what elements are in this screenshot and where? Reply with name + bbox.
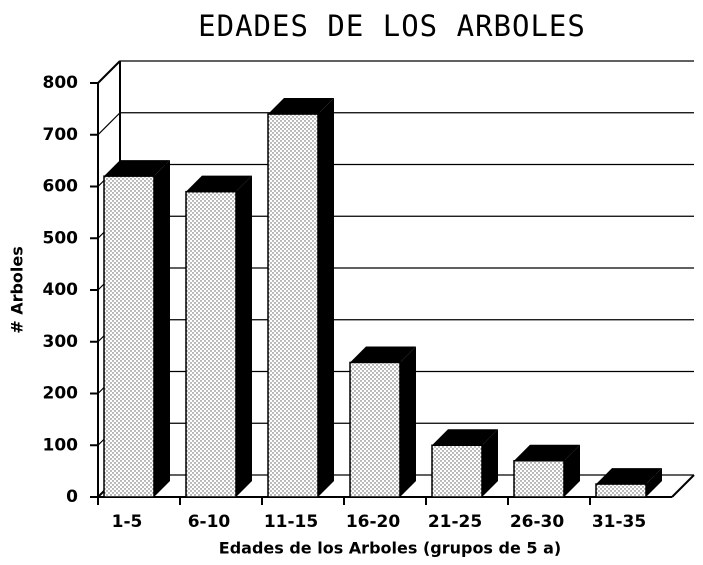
bar — [103, 175, 155, 498]
y-axis-label: # Arboles — [8, 246, 27, 334]
bar-side — [564, 444, 580, 497]
bar-top — [186, 175, 252, 192]
y-tick-label: 600 — [43, 177, 79, 197]
y-tick-label: 300 — [43, 332, 79, 352]
bar — [513, 460, 565, 498]
x-axis-label: Edades de los Arboles (grupos de 5 a) — [219, 539, 561, 558]
bar-side — [154, 160, 170, 497]
y-tick-label: 700 — [43, 125, 79, 145]
y-tick-label: 800 — [43, 73, 79, 93]
bar-top — [268, 98, 334, 115]
y-tick-label: 500 — [43, 228, 79, 248]
bar — [431, 444, 483, 498]
bar — [349, 361, 401, 498]
bar-top — [104, 160, 170, 177]
bar-side — [646, 468, 662, 497]
y-tick-label: 100 — [43, 435, 79, 455]
y-tick-label: 400 — [43, 280, 79, 300]
bar-side — [400, 346, 416, 497]
bar-side — [318, 98, 334, 498]
x-tick-label: 16-20 — [346, 512, 401, 532]
x-tick-label: 11-15 — [264, 512, 318, 532]
x-tick-label: 26-30 — [510, 512, 565, 532]
floor-right-edge — [671, 474, 695, 498]
bar — [267, 113, 319, 498]
x-tick-label: 6-10 — [188, 512, 231, 532]
bar — [595, 483, 647, 498]
x-tick-label: 1-5 — [112, 512, 143, 532]
chart-title: EDADES DE LOS ARBOLES — [198, 9, 586, 43]
bar-top — [514, 444, 580, 461]
bar-side — [236, 175, 252, 498]
bar-top — [432, 429, 498, 446]
bar — [185, 190, 237, 498]
grid-side — [97, 60, 121, 84]
bar-top — [350, 346, 416, 363]
bar-side — [482, 429, 498, 497]
x-tick-label: 31-35 — [592, 512, 646, 532]
bar-top — [596, 468, 662, 485]
y-tick-label: 200 — [43, 384, 79, 404]
y-tick-label: 0 — [66, 487, 78, 507]
grid-side — [97, 112, 121, 136]
x-tick-label: 21-25 — [428, 512, 482, 532]
